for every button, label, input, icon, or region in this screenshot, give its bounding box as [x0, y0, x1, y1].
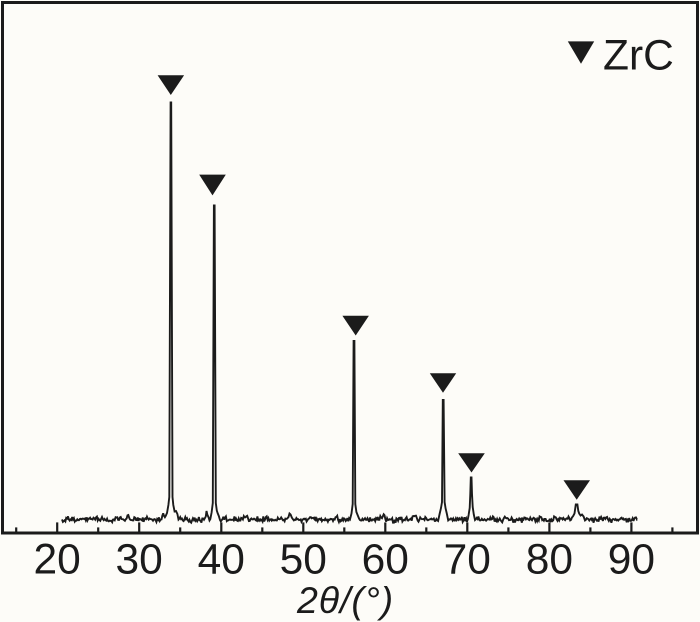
svg-text:2θ/(°): 2θ/(°) [296, 579, 394, 621]
svg-text:30: 30 [116, 537, 163, 584]
svg-text:60: 60 [362, 537, 409, 584]
svg-text:70: 70 [444, 537, 491, 584]
svg-text:50: 50 [280, 537, 327, 584]
svg-text:90: 90 [608, 537, 655, 584]
svg-text:ZrC: ZrC [603, 32, 674, 79]
svg-text:40: 40 [198, 537, 245, 584]
svg-text:20: 20 [34, 537, 81, 584]
svg-text:80: 80 [526, 537, 573, 584]
